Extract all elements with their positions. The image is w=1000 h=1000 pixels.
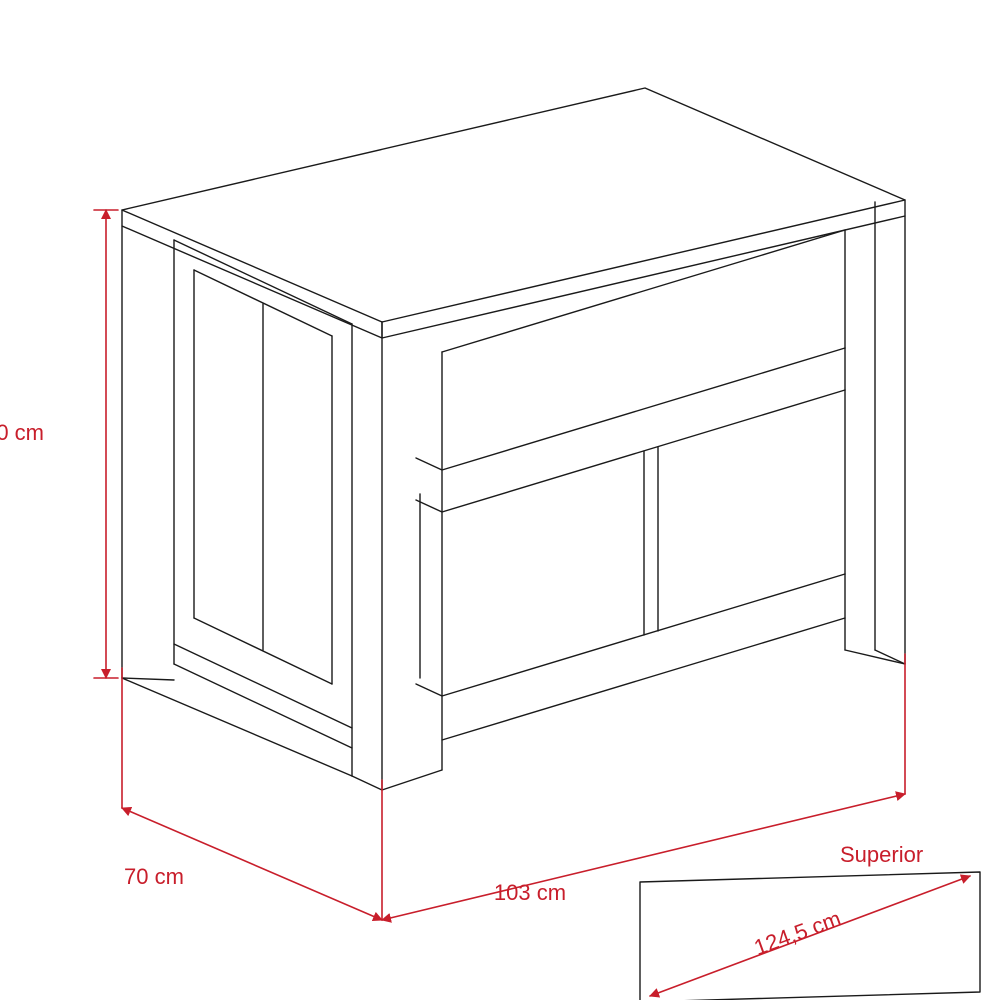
furniture-dimension-diagram: 90 cm 70 cm 103 cm Superior 124,5 cm bbox=[0, 0, 1000, 1000]
dim-width-label: 103 cm bbox=[494, 880, 566, 905]
superior-title: Superior bbox=[840, 842, 923, 867]
dim-height-label: 90 cm bbox=[0, 420, 44, 445]
furniture-outline bbox=[122, 88, 905, 790]
dim-diagonal-label: 124,5 cm bbox=[751, 906, 845, 960]
dim-depth-label: 70 cm bbox=[124, 864, 184, 889]
dimension-lines bbox=[94, 210, 905, 920]
